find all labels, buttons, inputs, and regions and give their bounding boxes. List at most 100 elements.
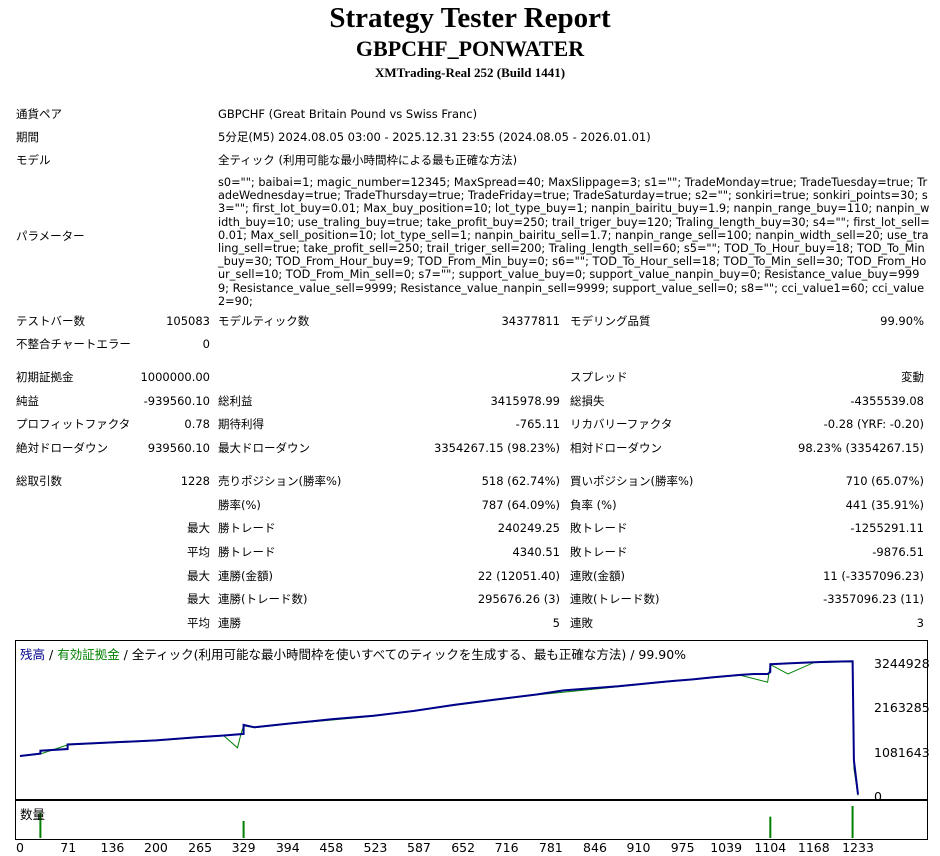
avg-cons-losses-label: 連敗 (570, 616, 593, 630)
x-tick-label: 136 (100, 840, 125, 855)
win-rate-value: 787 (64.09%) (481, 498, 560, 512)
pf-label: プロフィットファクタ (16, 417, 131, 431)
win-rate-label: 勝率(%) (218, 498, 261, 512)
gross-loss-label: 総損失 (570, 394, 605, 408)
legend-equity: 有効証拠金 (57, 647, 120, 662)
legend-model: / 全ティック(利用可能な最小時間枠を使いすべてのティックを生成する、最も正確な… (119, 647, 687, 662)
max-cons-wins-value: 22 (12051.40) (477, 569, 560, 583)
ticks-label: モデルティック数 (218, 314, 310, 328)
info-value: 5分足(M5) 2024.08.05 03:00 - 2025.12.31 23… (218, 130, 651, 144)
deposit-label: 初期証拠金 (16, 370, 74, 384)
x-tick-label: 846 (583, 840, 607, 855)
total-label: 総取引数 (16, 474, 62, 488)
spread-label: スプレッド (570, 370, 628, 384)
abs-dd-label: 絶対ドローダウン (16, 441, 108, 455)
max-cons-profit-label: 連勝(トレード数) (218, 592, 308, 606)
equity-line (19, 661, 859, 796)
info-value: 全ティック (利用可能な最小時間枠による最も正確な方法) (218, 153, 518, 167)
x-tick-label: 523 (363, 840, 388, 855)
x-tick-label: 394 (275, 840, 300, 855)
x-tick-label: 1233 (842, 840, 874, 855)
recovery-value: -0.28 (YRF: -0.20) (823, 417, 924, 431)
max-cons-profit-value: 295676.26 (3) (477, 592, 560, 606)
x-tick-label: 329 (231, 840, 256, 855)
loss-rate-value: 441 (35.91%) (845, 498, 924, 512)
avg-loss-value: -9876.51 (872, 545, 924, 559)
largest-prefix: 最大 (187, 521, 210, 535)
loss-rate-label: 負率 (%) (570, 498, 617, 512)
short-value: 518 (62.74%) (481, 474, 560, 488)
short-label: 売りポジション(勝率%) (218, 474, 342, 488)
legend-sep: / (45, 647, 58, 662)
info-label: モデル (16, 153, 51, 167)
max-cons-losses-label: 連敗(金額) (570, 569, 625, 583)
avg-win-label: 勝トレード (218, 545, 276, 559)
report-title: Strategy Tester Report (329, 2, 611, 34)
gross-loss-value: -4355539.08 (850, 394, 924, 408)
avg-loss-label: 敗トレード (570, 545, 628, 559)
report-symbol: GBPCHF_PONWATER (355, 36, 585, 61)
x-tick-label: 71 (60, 840, 77, 855)
largest-win-value: 240249.25 (497, 521, 560, 535)
y-tick-label: 1081643 (874, 744, 930, 760)
balance-chart (15, 640, 928, 800)
cons2-prefix: 最大 (187, 592, 210, 606)
largest-loss-value: -1255291.11 (850, 521, 924, 535)
avg-cons-wins-value: 5 (552, 616, 560, 630)
expected-label: 期待利得 (218, 417, 264, 431)
x-tick-label: 1039 (710, 840, 743, 855)
quality-value: 99.90% (880, 314, 924, 328)
avg-prefix: 平均 (187, 545, 210, 559)
y-tick-label: 3244928 (874, 656, 930, 671)
parameters-value: s0=""; baibai=1; magic_number=12345; Max… (218, 176, 930, 308)
max-cons-wins-label: 連勝(金額) (218, 569, 273, 583)
legend-balance: 残高 (20, 647, 46, 662)
long-label: 買いポジション(勝率%) (570, 474, 694, 488)
max-dd-value: 3354267.15 (98.23%) (434, 441, 560, 455)
expected-value: -765.11 (515, 417, 560, 431)
volume-label: 数量 (20, 807, 46, 822)
info-label: 期間 (16, 130, 39, 144)
quality-label: モデリング品質 (570, 314, 651, 328)
mismatch-value: 0 (202, 337, 210, 351)
y-tick-label: 2163285 (874, 700, 930, 716)
ticks-value: 34377811 (501, 314, 560, 328)
parameters-label: パラメーター (16, 229, 85, 243)
avg-cons-losses-value: 3 (916, 616, 924, 630)
avg-cons-wins-label: 連勝 (218, 616, 241, 630)
max-cons-loss-value: -3357096.23 (11) (823, 592, 924, 606)
x-tick-label: 0 (16, 840, 24, 855)
report-server: XMTrading-Real 252 (Build 1441) (374, 65, 566, 80)
chart-legend: 残高 / 有効証拠金 / 全ティック(利用可能な最小時間枠を使いすべてのティック… (20, 644, 686, 663)
bars-value: 105083 (166, 314, 210, 328)
info-label: 通貨ペア (16, 107, 62, 121)
avg-win-value: 4340.51 (512, 545, 560, 559)
x-tick-label: 1168 (797, 840, 830, 855)
balance-line (19, 660, 859, 795)
avg-cons-prefix: 平均 (187, 616, 210, 630)
x-tick-label: 587 (407, 840, 431, 855)
abs-dd-value: 939560.10 (147, 441, 210, 455)
largest-loss-label: 敗トレード (570, 521, 628, 535)
max-dd-label: 最大ドローダウン (218, 441, 310, 455)
rel-dd-value: 98.23% (3354267.15) (798, 441, 924, 455)
cons-prefix: 最大 (187, 569, 210, 583)
volume-chart (15, 800, 928, 840)
max-cons-loss-label: 連敗(トレード数) (570, 592, 660, 606)
net-value: -939560.10 (143, 394, 210, 408)
net-label: 純益 (16, 394, 39, 408)
x-tick-label: 910 (626, 840, 651, 855)
total-value: 1228 (180, 474, 210, 488)
largest-win-label: 勝トレード (218, 521, 276, 535)
y-tick-label: 0 (874, 789, 882, 804)
x-tick-label: 1104 (754, 840, 787, 855)
x-tick-label: 458 (319, 840, 344, 855)
info-value: GBPCHF (Great Britain Pound vs Swiss Fra… (218, 107, 478, 121)
spread-value: 変動 (901, 370, 924, 384)
mismatch-label: 不整合チャートエラー (16, 337, 131, 351)
deposit-value: 1000000.00 (140, 370, 210, 384)
x-tick-label: 716 (494, 840, 519, 855)
rel-dd-label: 相対ドローダウン (570, 441, 662, 455)
x-tick-label: 265 (188, 840, 213, 855)
recovery-label: リカバリーファクタ (570, 417, 673, 431)
